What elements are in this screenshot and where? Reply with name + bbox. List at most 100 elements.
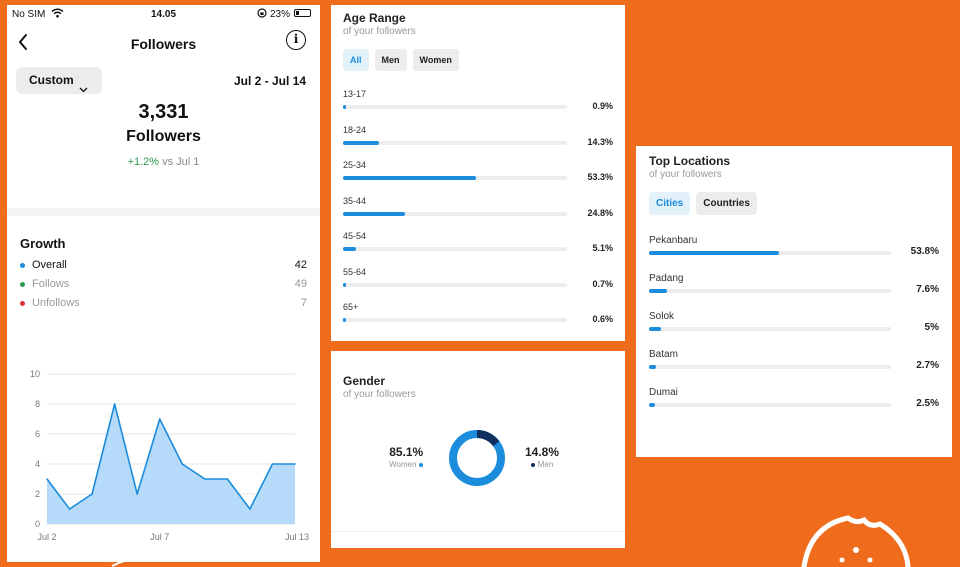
location-label: Batam [649, 349, 678, 360]
age-range-list: 13-17 0.9% 18-24 14.3% 25-34 53.3% 35-44 24.8% 4… [343, 89, 613, 338]
age-bar-track [343, 176, 567, 180]
follower-change-suffix: vs Jul 1 [162, 156, 200, 168]
follower-change: +1.2% vs Jul 1 [7, 156, 320, 168]
growth-chart: 0 2 4 6 8 10 Jul 2 Jul 7 Jul 13 [30, 369, 309, 542]
men-dot [530, 462, 535, 467]
tab-cities[interactable]: Cities [649, 192, 691, 215]
follower-count-label: Followers [126, 128, 201, 145]
age-percent: 14.3% [587, 136, 613, 147]
location-bar-track [649, 251, 891, 255]
gender-men: 14.8% Men [525, 445, 559, 469]
women-dot [419, 462, 424, 467]
age-bar-fill [343, 318, 346, 322]
phone-screen: No SIM 14.05 23% Followers i Custom Jul … [7, 5, 320, 562]
age-row: 35-44 24.8% [343, 196, 613, 232]
divider [331, 531, 625, 532]
filter-row: Custom Jul 2 - Jul 14 [7, 63, 320, 99]
location-row: Pekanbaru 53.8% [649, 235, 939, 273]
locations-title: Top Locations [649, 154, 731, 168]
data-point [271, 463, 274, 465]
age-percent: 5.1% [592, 243, 613, 253]
age-percent: 53.3% [587, 172, 613, 182]
carrier-label: No SIM [12, 9, 46, 20]
data-point [226, 478, 229, 480]
tab-men[interactable]: Men [374, 49, 407, 71]
date-range-dropdown[interactable]: Custom [16, 67, 102, 94]
wifi-icon [51, 8, 64, 21]
follower-change-value: +1.2% [127, 156, 160, 168]
location-percent: 7.6% [916, 284, 939, 295]
rotation-lock-icon [257, 8, 267, 21]
y-tick-label: 2 [35, 489, 40, 499]
legend-unfollows[interactable]: Unfollows 7 [20, 296, 307, 315]
gender-subtitle: of your followers [343, 389, 416, 400]
tab-countries[interactable]: Countries [696, 192, 757, 215]
legend-value: 42 [294, 259, 307, 271]
age-label: 25-34 [343, 160, 367, 170]
women-label: Women [389, 460, 417, 469]
legend-dot [20, 282, 25, 287]
age-label: 45-54 [343, 231, 367, 241]
legend-value: 49 [294, 278, 307, 290]
x-tick-label: Jul 13 [285, 532, 309, 542]
age-bar-fill [343, 247, 356, 251]
legend-name: Overall [32, 259, 67, 271]
data-point [68, 508, 71, 510]
age-row: 45-54 5.1% [343, 231, 613, 267]
age-bar-track [343, 211, 567, 216]
x-tick-label: Jul 7 [150, 532, 169, 542]
battery-icon [294, 9, 311, 17]
locations-list: Pekanbaru 53.8% Padang 7.6% Solok 5% Batam 2.7%… [649, 235, 939, 425]
legend-follows[interactable]: Follows 49 [20, 277, 307, 296]
location-bar-track [649, 289, 891, 293]
y-tick-label: 6 [35, 429, 40, 439]
gender-donut-chart [449, 430, 505, 486]
tab-women[interactable]: Women [412, 49, 459, 71]
locations-tabs: Cities Countries [649, 192, 939, 215]
legend-dot [20, 263, 25, 268]
location-label: Padang [649, 273, 684, 284]
info-icon[interactable]: i [286, 30, 306, 50]
location-row: Dumai 2.5% [649, 387, 939, 425]
age-bar-track [343, 140, 567, 145]
age-percent: 24.8% [587, 207, 613, 218]
cookie-icon [801, 515, 911, 567]
date-range-dropdown-label: Custom [29, 73, 74, 87]
growth-title: Growth [20, 236, 66, 251]
location-row: Batam 2.7% [649, 349, 939, 387]
chevron-down-icon [79, 76, 88, 103]
age-label: 13-17 [343, 89, 367, 99]
page-title: Followers [130, 36, 197, 52]
age-range-subtitle: of your followers [343, 26, 416, 37]
location-bar-track [649, 365, 891, 369]
men-percent: 14.8% [525, 445, 560, 459]
section-divider [7, 208, 320, 216]
gender-women: 85.1% Women [389, 445, 424, 469]
y-tick-label: 10 [30, 369, 40, 379]
data-point [46, 478, 48, 480]
age-row: 25-34 53.3% [343, 160, 613, 196]
area-fill [47, 404, 295, 524]
location-bar-fill [649, 289, 668, 293]
age-percent: 0.7% [592, 278, 613, 289]
age-bar-fill [343, 282, 346, 287]
age-range-tabs: All Men Women [343, 49, 613, 71]
clock: 14.05 [150, 9, 177, 20]
y-tick-label: 8 [35, 399, 40, 409]
data-point [204, 478, 206, 480]
age-bar-track [343, 282, 567, 287]
tab-all[interactable]: All [343, 49, 369, 71]
age-row: 18-24 14.3% [343, 125, 613, 161]
data-point [113, 403, 116, 405]
legend-overall[interactable]: Overall 42 [20, 258, 307, 277]
y-tick-label: 0 [35, 519, 40, 529]
location-bar-fill [649, 251, 780, 255]
legend-name: Unfollows [32, 297, 80, 309]
age-bar-fill [343, 105, 346, 109]
data-point [91, 493, 93, 495]
age-bar-fill [343, 140, 379, 145]
back-chevron-icon[interactable] [17, 33, 29, 56]
age-bar-track [343, 105, 567, 109]
location-bar-fill [649, 403, 656, 407]
date-range-text: Jul 2 - Jul 14 [233, 74, 306, 88]
